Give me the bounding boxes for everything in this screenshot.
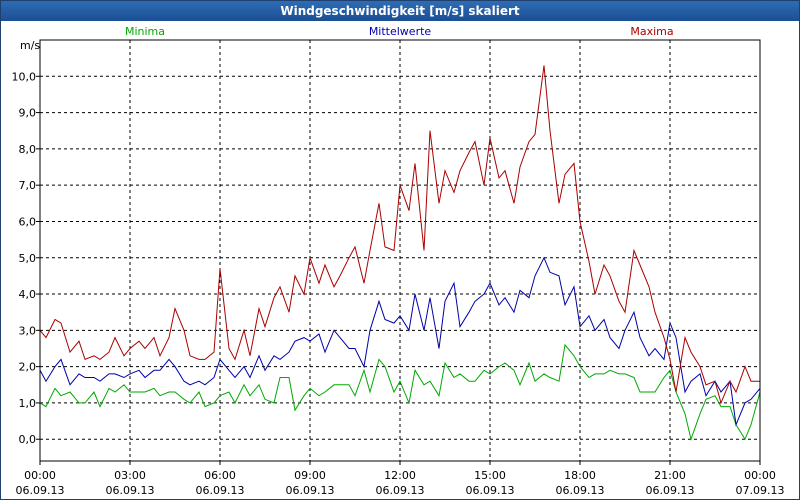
- x-tick-date-label: 06.09.13: [286, 484, 335, 497]
- y-tick-label: 9,0: [19, 107, 37, 120]
- y-tick-label: 1,0: [19, 397, 37, 410]
- x-tick-date-label: 06.09.13: [466, 484, 515, 497]
- x-tick-time-label: 15:00: [474, 469, 506, 482]
- y-tick-label: 5,0: [19, 252, 37, 265]
- x-tick-time-label: 00:00: [24, 469, 56, 482]
- y-tick-label: 7,0: [19, 179, 37, 192]
- series-line-minima: [39, 343, 761, 441]
- x-tick-date-label: 06.09.13: [16, 484, 65, 497]
- x-tick-time-label: 18:00: [564, 469, 596, 482]
- x-tick-date-label: 06.09.13: [376, 484, 425, 497]
- x-tick-date-label: 06.09.13: [646, 484, 695, 497]
- x-tick-time-label: 12:00: [384, 469, 416, 482]
- x-tick-date-label: 07.09.13: [736, 484, 785, 497]
- y-tick-label: 10,0: [12, 70, 37, 83]
- x-tick-date-label: 06.09.13: [556, 484, 605, 497]
- y-axis-unit-label: m/s: [20, 39, 40, 52]
- x-tick-date-label: 06.09.13: [106, 484, 155, 497]
- legend-mittelwerte: Mittelwerte: [369, 25, 432, 38]
- x-tick-date-label: 06.09.13: [196, 484, 245, 497]
- y-tick-label: 2,0: [19, 361, 37, 374]
- x-tick-time-label: 21:00: [654, 469, 686, 482]
- y-tick-label: 4,0: [19, 288, 37, 301]
- series-line-maxima: [39, 65, 760, 405]
- x-tick-time-label: 03:00: [114, 469, 146, 482]
- x-tick-time-label: 06:00: [204, 469, 236, 482]
- y-tick-label: 6,0: [19, 215, 37, 228]
- chart-title: Windgeschwindigkeit [m/s] skaliert: [1, 1, 799, 21]
- y-tick-label: 0,0: [19, 433, 37, 446]
- y-tick-label: 8,0: [19, 143, 37, 156]
- x-tick-time-label: 00:00: [744, 469, 776, 482]
- legend-maxima: Maxima: [630, 25, 673, 38]
- series-line-mittelwerte: [39, 256, 761, 427]
- y-tick-label: 3,0: [19, 324, 37, 337]
- x-tick-time-label: 09:00: [294, 469, 326, 482]
- legend-minima: Minima: [125, 25, 165, 38]
